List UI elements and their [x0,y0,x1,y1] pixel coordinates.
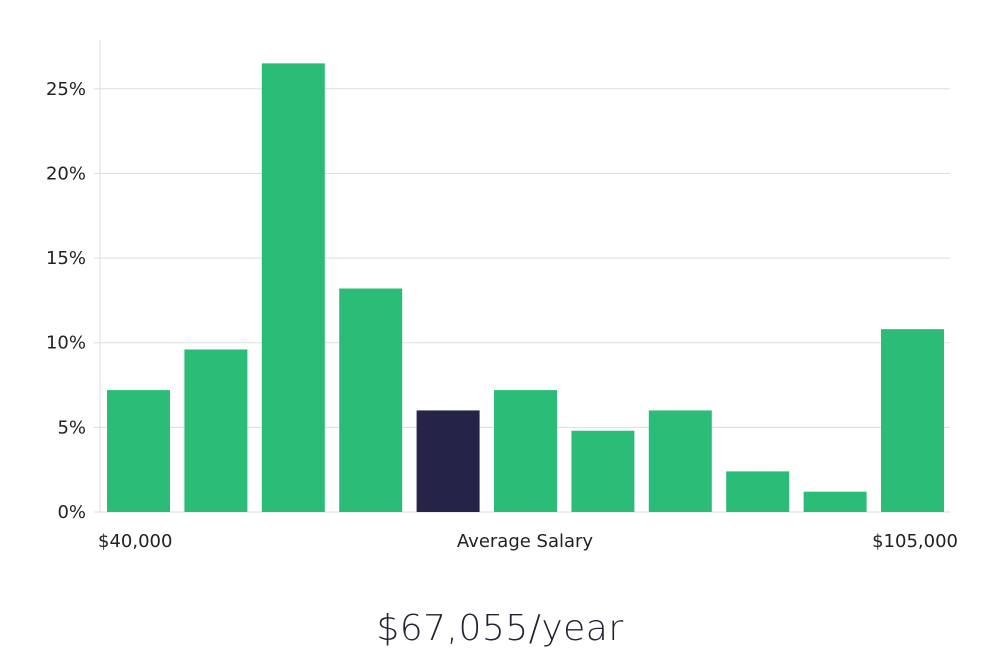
x-axis-min-label: $40,000 [98,531,172,552]
bar-1 [107,390,170,512]
bar-9 [726,471,790,512]
y-tick-label: 25% [46,79,86,100]
average-salary-value: $67,055/year [376,608,624,649]
bar-8 [648,410,712,512]
bar-4 [339,288,403,512]
bar-6 [494,390,557,512]
bar-2 [184,349,248,512]
y-tick-label: 5% [57,417,86,438]
salary-histogram: 0% 5% 10% 15% 20% 25% $40,000 Average Salary … [46,40,958,552]
bar-highlight-average [416,410,480,512]
x-axis-max-label: $105,000 [872,531,958,552]
y-tick-label: 0% [57,502,86,523]
y-tick-label: 15% [46,248,86,269]
chart-svg: 0%5%10%15%20%25% $40,000 Average Salary … [46,40,958,552]
y-tick-label: 20% [46,163,86,184]
y-tick-label: 10% [46,333,86,354]
bar-10 [803,491,867,512]
bar-11 [881,329,944,512]
bar-3 [261,63,325,512]
bar-7 [571,430,635,512]
x-axis-title: Average Salary [457,531,594,552]
